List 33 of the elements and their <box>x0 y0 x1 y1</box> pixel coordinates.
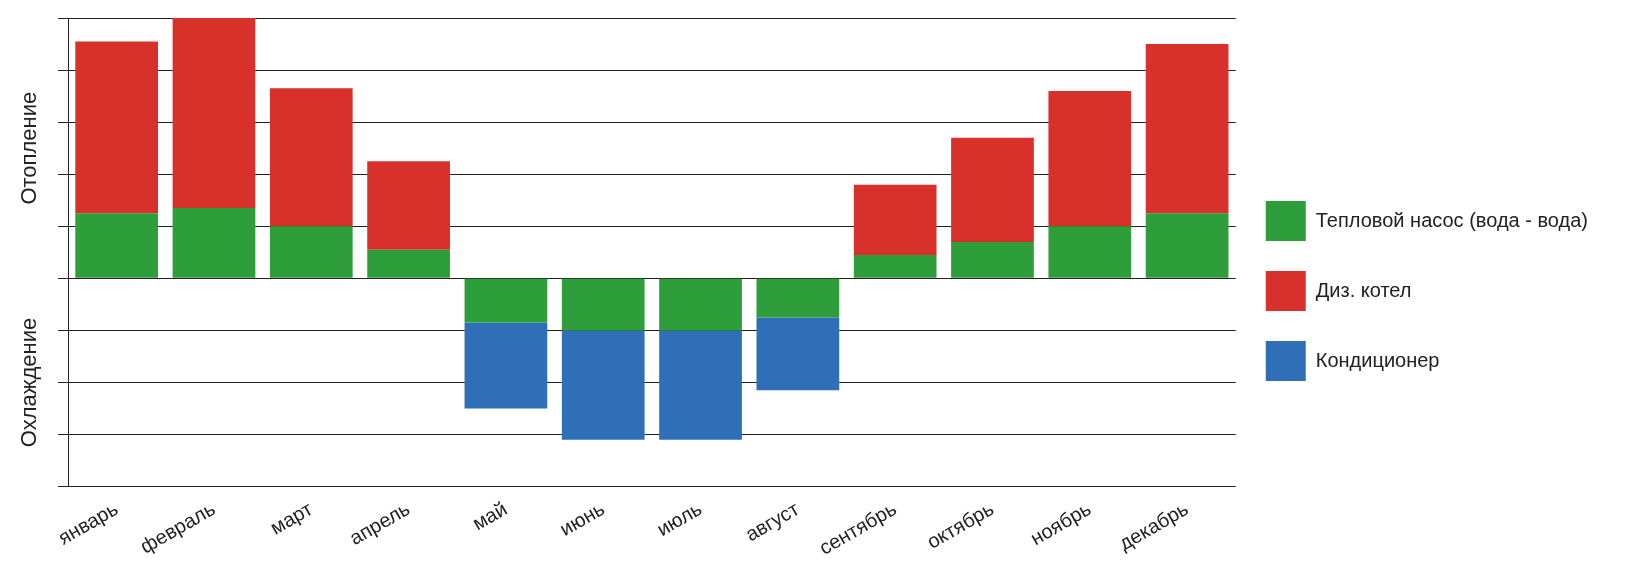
bar <box>561 330 645 440</box>
x-tick-label: июнь <box>555 497 608 541</box>
text: Охлаждение <box>16 317 42 448</box>
legend-label: Кондиционер <box>1315 348 1440 371</box>
bar <box>172 208 256 278</box>
bar <box>1048 90 1132 227</box>
x-tick-label: май <box>468 497 511 535</box>
bar <box>367 249 450 278</box>
bar <box>269 226 353 278</box>
bar <box>172 18 256 209</box>
bar <box>659 278 742 331</box>
bar <box>1048 226 1132 278</box>
bar <box>756 317 840 391</box>
legend-label: Тепловой насос (вода - вода) <box>1315 208 1589 231</box>
bar <box>269 88 353 227</box>
bar <box>853 254 937 278</box>
bar <box>853 184 937 255</box>
y-axis-title: Отопление <box>16 91 42 205</box>
bar <box>1145 213 1229 278</box>
bar <box>561 278 645 331</box>
bar <box>756 278 840 318</box>
bar <box>951 137 1034 242</box>
bar <box>75 41 159 214</box>
bar <box>659 330 742 440</box>
x-tick-label: июль <box>652 497 706 541</box>
bar <box>464 322 548 409</box>
x-tick-label: март <box>266 497 317 539</box>
legend-label: Диз. котел <box>1315 278 1412 301</box>
bar <box>1145 44 1229 214</box>
bar <box>367 161 450 250</box>
bar <box>464 278 548 323</box>
bar <box>75 213 159 278</box>
bar <box>951 241 1034 278</box>
